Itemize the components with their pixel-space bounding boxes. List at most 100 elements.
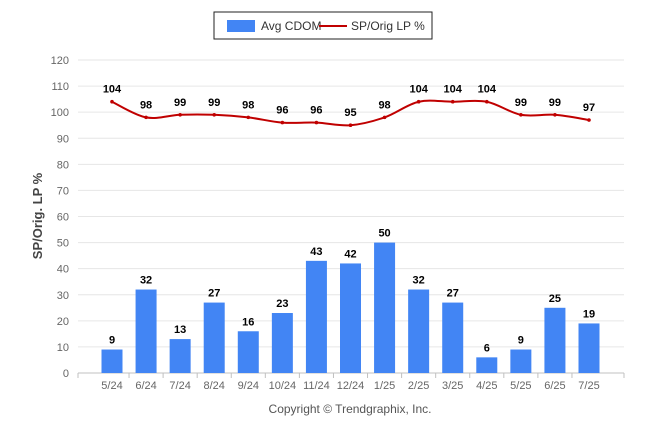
data-labels: 9 32 13 27 16 23 43 42 50 32 27 6 9 25 19 104 98 99 99 98 96… (103, 84, 595, 355)
x-tick-label: 7/24 (169, 380, 190, 392)
x-tick-label: 4/25 (476, 380, 497, 392)
line-value-label: 104 (409, 84, 428, 96)
bar (408, 289, 430, 373)
line-point (246, 115, 251, 120)
bar (271, 313, 293, 373)
bar (340, 263, 361, 373)
bar (101, 349, 123, 373)
bar (374, 242, 396, 373)
x-tick-label: 9/24 (238, 380, 259, 392)
x-tick-label: 2/25 (408, 380, 429, 392)
bar (203, 302, 225, 373)
gridlines (78, 59, 624, 374)
line-point (382, 115, 387, 120)
y-tick-label: 90 (57, 133, 69, 145)
line-series (110, 99, 591, 128)
y-tick-label: 110 (51, 81, 69, 93)
bar (305, 260, 327, 373)
x-tick-label: 5/24 (101, 380, 122, 392)
x-tick-label: 8/24 (204, 380, 225, 392)
line-value-label: 96 (276, 105, 288, 117)
bar (544, 307, 566, 373)
x-tick-label: 5/25 (510, 380, 531, 392)
y-tick-label: 40 (57, 264, 69, 276)
line-value-label: 97 (583, 102, 595, 114)
bar-value-label: 13 (174, 324, 186, 336)
bar-value-label: 19 (583, 308, 595, 320)
bar-value-label: 27 (208, 288, 220, 300)
y-tick-label: 20 (57, 316, 69, 328)
line-value-label: 99 (208, 97, 220, 109)
line-value-label: 96 (310, 105, 322, 117)
x-tick-label: 6/25 (544, 380, 565, 392)
line-point (553, 112, 557, 117)
y-tick-label: 70 (57, 185, 69, 197)
bar-series (101, 242, 600, 373)
y-tick-label: 30 (57, 290, 69, 302)
y-tick-label: 0 (63, 368, 69, 380)
line-point (144, 115, 148, 120)
x-axis-ticks: 5/24 6/24 7/24 8/24 9/24 10/24 11/24 12/24 1/25 2… (77, 373, 625, 392)
line-value-label: 95 (344, 107, 356, 119)
bar-value-label: 50 (378, 228, 390, 240)
legend-label-line: SP/Orig LP % (351, 19, 425, 33)
bar (169, 339, 191, 373)
line-point (280, 120, 285, 125)
line-point (348, 123, 353, 128)
bar (442, 302, 464, 373)
line-value-label: 99 (515, 97, 527, 109)
bar (237, 331, 259, 373)
x-tick-label: 3/25 (442, 380, 463, 392)
line-point (484, 99, 489, 104)
x-tick-label: 12/24 (337, 380, 365, 392)
line-point (450, 99, 455, 104)
line-point (587, 118, 591, 122)
bar-value-label: 23 (276, 298, 288, 310)
line-point (212, 112, 217, 117)
line-value-label: 99 (549, 97, 561, 109)
x-tick-label: 7/25 (578, 380, 599, 392)
line-value-label: 98 (242, 99, 254, 111)
bar-value-label: 16 (242, 316, 254, 328)
y-tick-label: 120 (51, 55, 69, 67)
line-value-label: 99 (174, 97, 186, 109)
line-point (314, 120, 319, 125)
line-value-label: 104 (103, 84, 122, 96)
line-point (178, 112, 182, 117)
bar-value-label: 25 (549, 293, 561, 305)
legend: Avg CDOM SP/Orig LP % (213, 11, 433, 40)
bar-value-label: 6 (484, 342, 490, 354)
y-tick-label: 50 (57, 238, 69, 250)
bar-value-label: 32 (140, 275, 152, 287)
x-tick-label: 1/25 (374, 380, 395, 392)
bar-value-label: 27 (447, 288, 459, 300)
bar (476, 357, 498, 373)
bar-value-label: 32 (413, 275, 425, 287)
legend-label-bar: Avg CDOM (261, 19, 321, 33)
x-tick-label: 10/24 (269, 380, 297, 392)
line-value-label: 98 (140, 99, 152, 111)
y-tick-label: 100 (51, 107, 69, 119)
line-value-label: 98 (378, 99, 390, 111)
line-point (519, 112, 523, 117)
bar-value-label: 43 (310, 246, 322, 258)
line-value-label: 104 (444, 84, 463, 96)
line-point (110, 99, 114, 104)
y-tick-label: 60 (57, 212, 69, 224)
y-tick-label: 80 (57, 159, 69, 171)
copyright-text: Copyright © Trendgraphix, Inc. (269, 402, 432, 416)
y-tick-label: 10 (57, 342, 69, 354)
bar (135, 289, 157, 373)
y-axis-ticks: 0 10 20 30 40 50 60 70 80 90 100 110 120 (51, 55, 69, 380)
x-tick-label: 6/24 (135, 380, 156, 392)
line-point (416, 99, 421, 104)
bar (510, 349, 532, 373)
bar-value-label: 9 (109, 335, 115, 347)
x-tick-label: 11/24 (303, 380, 330, 392)
legend-swatch-bar (227, 20, 255, 32)
y-axis-title: SP/Orig. LP % (30, 172, 45, 259)
bar (578, 323, 600, 373)
line-value-label: 104 (478, 84, 497, 96)
bar-value-label: 42 (344, 248, 356, 260)
